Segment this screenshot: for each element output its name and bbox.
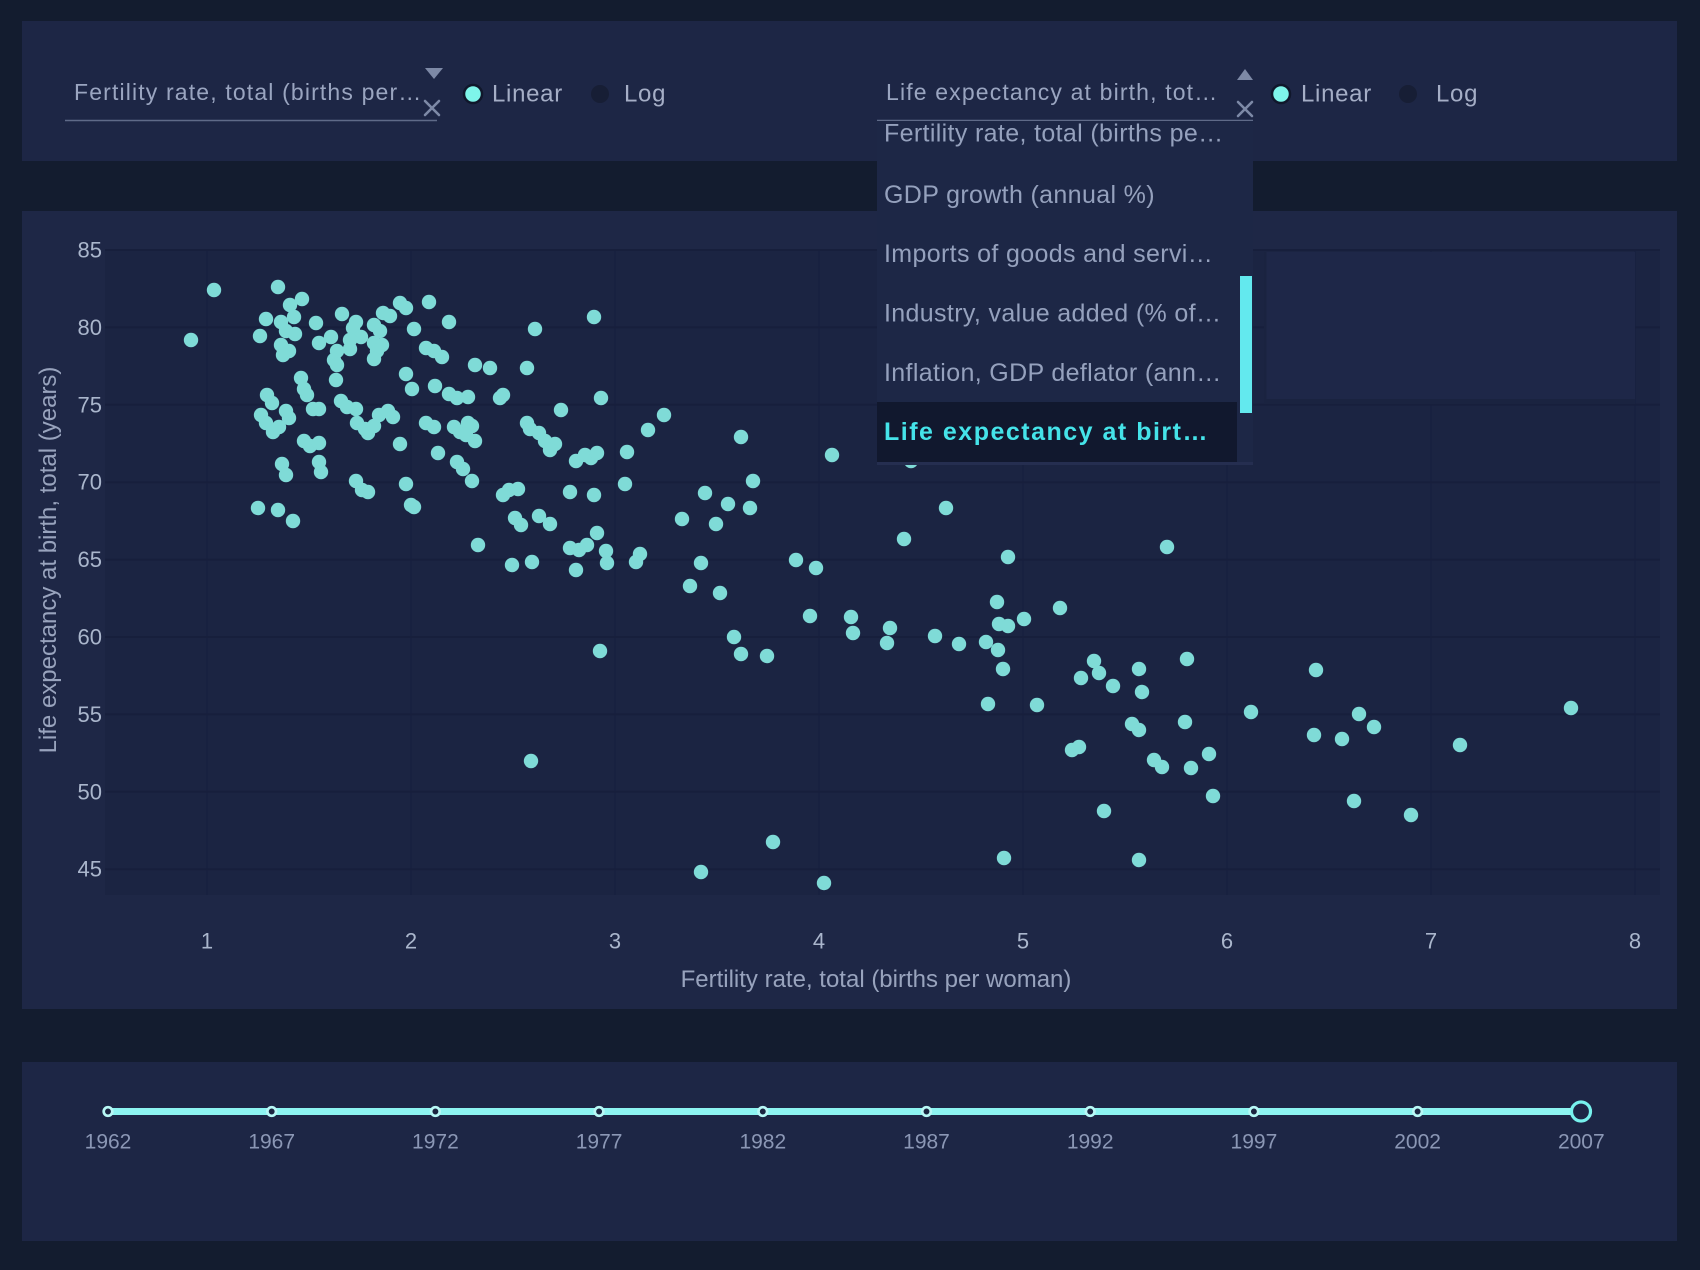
svg-text:1987: 1987 xyxy=(903,1131,950,1154)
svg-text:85: 85 xyxy=(78,238,102,263)
svg-text:Life expectancy at birth, tot…: Life expectancy at birth, tot… xyxy=(886,79,1218,105)
svg-text:45: 45 xyxy=(78,857,102,882)
svg-text:8: 8 xyxy=(1629,929,1641,954)
svg-text:55: 55 xyxy=(78,702,102,727)
svg-text:Log: Log xyxy=(1436,81,1478,108)
svg-text:1977: 1977 xyxy=(576,1131,623,1154)
svg-text:2002: 2002 xyxy=(1394,1131,1441,1154)
svg-text:GDP growth (annual %): GDP growth (annual %) xyxy=(884,181,1155,209)
svg-text:1: 1 xyxy=(201,929,213,954)
svg-text:80: 80 xyxy=(78,315,102,340)
svg-text:1982: 1982 xyxy=(739,1131,786,1154)
svg-text:60: 60 xyxy=(78,625,102,650)
svg-text:2007: 2007 xyxy=(1558,1131,1605,1154)
svg-text:65: 65 xyxy=(78,547,102,572)
svg-text:1972: 1972 xyxy=(412,1131,459,1154)
svg-text:Linear: Linear xyxy=(492,81,563,108)
svg-text:3: 3 xyxy=(609,929,621,954)
svg-text:Log: Log xyxy=(624,81,666,108)
svg-text:Fertility rate, total (births: Fertility rate, total (births per… xyxy=(74,79,422,105)
svg-text:1997: 1997 xyxy=(1231,1131,1278,1154)
svg-text:50: 50 xyxy=(78,779,102,804)
svg-text:2: 2 xyxy=(405,929,417,954)
svg-text:1967: 1967 xyxy=(248,1131,295,1154)
svg-text:Fertility rate, total (births: Fertility rate, total (births per woman) xyxy=(681,966,1072,993)
svg-text:5: 5 xyxy=(1017,929,1029,954)
svg-text:Linear: Linear xyxy=(1301,81,1372,108)
svg-text:7: 7 xyxy=(1425,929,1437,954)
svg-text:Imports of goods and servi…: Imports of goods and servi… xyxy=(884,240,1213,268)
svg-text:1962: 1962 xyxy=(85,1131,132,1154)
svg-text:6: 6 xyxy=(1221,929,1233,954)
svg-text:Inflation, GDP deflator (ann…: Inflation, GDP deflator (ann… xyxy=(884,359,1222,387)
svg-text:Life expectancy at birt…: Life expectancy at birt… xyxy=(884,418,1209,446)
svg-text:Life expectancy at birth, tota: Life expectancy at birth, total (years) xyxy=(35,367,62,754)
svg-text:70: 70 xyxy=(78,470,102,495)
svg-text:4: 4 xyxy=(813,929,825,954)
svg-text:75: 75 xyxy=(78,392,102,417)
svg-text:1992: 1992 xyxy=(1067,1131,1114,1154)
svg-text:Industry, value added (% of…: Industry, value added (% of… xyxy=(884,300,1221,328)
svg-text:Fertility rate, total (births: Fertility rate, total (births pe… xyxy=(884,120,1223,148)
